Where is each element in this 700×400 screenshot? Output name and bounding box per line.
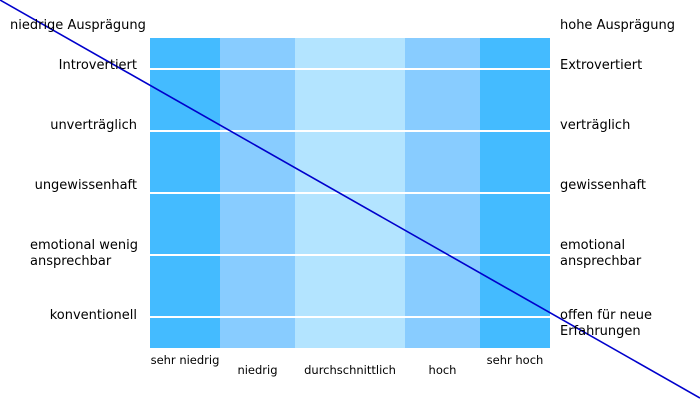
column-label-5: sehr hoch <box>486 353 544 367</box>
row-low-label-5: konventionell <box>49 308 137 323</box>
column-label-1: sehr niedrig <box>150 353 220 367</box>
column-label-2: niedrig <box>237 363 278 377</box>
row-low-label-1: Introvertiert <box>58 58 137 73</box>
row-low-label-4: emotional wenig ansprechbar <box>30 238 138 269</box>
row-high-label-2: verträglich <box>560 118 631 133</box>
column-label-3: durchschnittlich <box>304 363 396 377</box>
row-low-label-3: ungewissenhaft <box>34 178 137 193</box>
row-high-label-5: offen für neue Erfahrungen <box>560 308 653 339</box>
row-high-label-1: Extrovertiert <box>560 58 643 73</box>
row-high-label-3: gewissenhaft <box>560 178 646 193</box>
header-high-label: hohe Ausprägung <box>560 18 676 33</box>
column-label-4: hoch <box>428 363 457 377</box>
row-high-label-4: emotional ansprechbar <box>560 238 642 269</box>
header-low-label: niedrige Ausprägung <box>10 18 146 33</box>
row-low-label-2: unverträglich <box>50 118 137 133</box>
